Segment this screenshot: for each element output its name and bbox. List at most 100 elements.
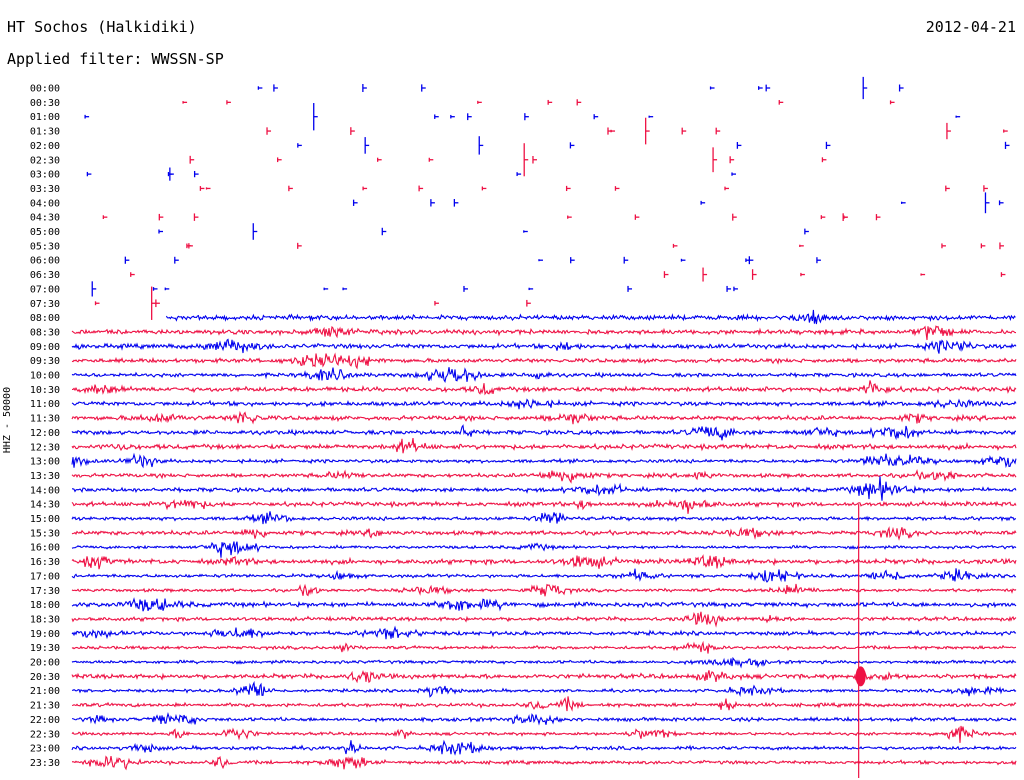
trace-row bbox=[186, 242, 1004, 250]
trace-row bbox=[71, 568, 1017, 583]
trace-row bbox=[71, 476, 1017, 501]
row-time-label: 10:00 bbox=[30, 371, 60, 382]
row-time-label: 21:00 bbox=[30, 686, 60, 697]
trace-row bbox=[71, 452, 1017, 469]
trace-row bbox=[71, 712, 1017, 726]
trace-row bbox=[71, 511, 1017, 525]
row-time-label: 09:30 bbox=[30, 356, 60, 367]
row-time-label: 06:30 bbox=[30, 270, 60, 281]
row-time-label: 18:00 bbox=[30, 600, 60, 611]
trace-row bbox=[71, 696, 1017, 712]
event-peak bbox=[855, 666, 866, 687]
row-time-label: 12:00 bbox=[30, 428, 60, 439]
row-time-label: 17:00 bbox=[30, 571, 60, 582]
row-time-label: 15:30 bbox=[30, 528, 60, 539]
row-time-label: 04:00 bbox=[30, 198, 60, 209]
trace-row bbox=[158, 223, 809, 240]
trace-row bbox=[71, 338, 1017, 354]
trace-row bbox=[71, 398, 1017, 410]
row-time-label: 23:30 bbox=[30, 758, 60, 769]
trace-row bbox=[352, 192, 1004, 214]
trace-row bbox=[297, 136, 1010, 155]
trace-row bbox=[71, 424, 1017, 441]
row-time-label: 16:00 bbox=[30, 543, 60, 554]
row-time-label: 23:00 bbox=[30, 744, 60, 755]
station-title: HT Sochos (Halkidiki) bbox=[7, 18, 197, 36]
row-time-label: 22:30 bbox=[30, 729, 60, 740]
row-time-label: 10:30 bbox=[30, 385, 60, 396]
row-time-label: 02:30 bbox=[30, 155, 60, 166]
row-time-label: 07:00 bbox=[30, 284, 60, 295]
trace-row bbox=[71, 437, 1017, 454]
trace-row bbox=[71, 739, 1017, 756]
row-time-label: 15:00 bbox=[30, 514, 60, 525]
trace-row bbox=[124, 256, 821, 265]
trace-row bbox=[71, 380, 1017, 396]
row-time-label: 22:00 bbox=[30, 715, 60, 726]
trace-row bbox=[71, 352, 1017, 370]
row-time-label: 05:00 bbox=[30, 227, 60, 238]
row-time-label: 04:30 bbox=[30, 213, 60, 224]
trace-row bbox=[94, 286, 531, 320]
row-time-label: 01:00 bbox=[30, 112, 60, 123]
trace-row bbox=[71, 526, 1017, 541]
row-time-label: 00:00 bbox=[30, 84, 60, 95]
trace-row bbox=[71, 468, 1017, 484]
row-time-label: 13:30 bbox=[30, 471, 60, 482]
row-time-label: 03:00 bbox=[30, 170, 60, 181]
trace-row bbox=[71, 554, 1017, 570]
row-time-label: 06:00 bbox=[30, 256, 60, 267]
trace-row bbox=[266, 117, 1008, 145]
row-time-label: 16:30 bbox=[30, 557, 60, 568]
row-time-label: 08:00 bbox=[30, 313, 60, 324]
row-time-label: 20:00 bbox=[30, 658, 60, 669]
row-time-label: 13:00 bbox=[30, 457, 60, 468]
row-time-label: 07:30 bbox=[30, 299, 60, 310]
trace-row bbox=[71, 583, 1017, 597]
trace-row bbox=[91, 281, 738, 297]
row-time-label: 20:30 bbox=[30, 672, 60, 683]
row-time-label: 09:00 bbox=[30, 342, 60, 353]
row-time-label: 11:30 bbox=[30, 414, 60, 425]
trace-row bbox=[71, 656, 1017, 669]
filter-label: Applied filter: WWSSN-SP bbox=[7, 50, 224, 68]
trace-row bbox=[86, 167, 737, 181]
row-time-label: 05:30 bbox=[30, 241, 60, 252]
row-time-label: 12:30 bbox=[30, 442, 60, 453]
trace-row bbox=[71, 367, 1017, 383]
row-time-label: 21:30 bbox=[30, 701, 60, 712]
trace-row bbox=[165, 309, 1016, 325]
row-time-label: 01:30 bbox=[30, 127, 60, 138]
trace-row bbox=[199, 185, 988, 192]
trace-row bbox=[71, 755, 1017, 771]
trace-row bbox=[189, 143, 827, 177]
trace-row bbox=[84, 103, 961, 131]
trace-row bbox=[71, 625, 1017, 640]
row-time-label: 19:00 bbox=[30, 629, 60, 640]
row-time-label: 14:30 bbox=[30, 500, 60, 511]
row-time-label: 03:30 bbox=[30, 184, 60, 195]
trace-row bbox=[257, 76, 904, 100]
row-time-label: 18:30 bbox=[30, 614, 60, 625]
row-time-label: 11:00 bbox=[30, 399, 60, 410]
row-time-label: 02:00 bbox=[30, 141, 60, 152]
trace-row bbox=[71, 725, 1017, 743]
row-time-label: 17:30 bbox=[30, 586, 60, 597]
trace-row bbox=[71, 670, 1017, 684]
row-time-label: 00:30 bbox=[30, 98, 60, 109]
trace-row bbox=[71, 410, 1017, 425]
trace-row bbox=[71, 597, 1017, 612]
record-date: 2012-04-21 bbox=[925, 18, 1016, 36]
trace-row bbox=[182, 99, 895, 106]
trace-row bbox=[71, 680, 1017, 698]
trace-row bbox=[102, 213, 881, 222]
row-time-label: 19:30 bbox=[30, 643, 60, 654]
trace-row bbox=[71, 611, 1017, 628]
trace-row bbox=[71, 541, 1017, 558]
trace-row bbox=[71, 498, 1017, 514]
trace-row bbox=[130, 267, 1006, 282]
trace-row bbox=[71, 325, 1017, 341]
row-time-label: 14:00 bbox=[30, 485, 60, 496]
row-time-label: 08:30 bbox=[30, 327, 60, 338]
